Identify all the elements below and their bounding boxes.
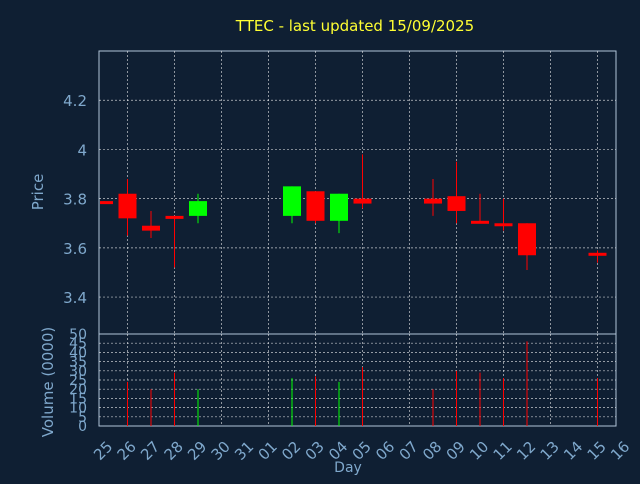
volume-axis-label: Volume (0000) (39, 327, 57, 437)
candle-body (330, 193, 348, 221)
chart-title: TTEC - last updated 15/09/2025 (235, 17, 474, 35)
price-tick-label: 3.8 (63, 191, 87, 209)
price-tick-label: 3.6 (63, 240, 87, 258)
candle-body (588, 252, 607, 256)
x-tick-label: 07 (396, 438, 422, 464)
x-tick-label: 29 (184, 438, 210, 464)
candle-body (447, 196, 466, 211)
candle-body (306, 191, 325, 221)
x-tick-label: 01 (255, 438, 281, 464)
candle-body (518, 223, 536, 256)
price-axis-label: Price (29, 174, 47, 211)
price-y-ticks: 3.4 3.6 3.8 4 4.2 (63, 92, 87, 307)
volume-tick-label: 25 (69, 373, 87, 389)
x-tick-label: 10 (466, 438, 492, 464)
x-tick-label: 06 (372, 438, 398, 464)
volume-tick-label: 40 (69, 345, 87, 361)
candle-body (283, 186, 301, 216)
x-axis-label: Day (334, 460, 362, 476)
candles (100, 154, 607, 271)
candle-body (494, 223, 513, 227)
candle-body (471, 220, 489, 224)
volume-tick-label: 50 (69, 327, 87, 343)
x-tick-label: 27 (137, 438, 163, 464)
candle-body (424, 198, 442, 204)
volume-tick-label: 15 (69, 391, 87, 407)
candle-body (118, 193, 137, 219)
x-tick-label: 11 (490, 438, 516, 464)
x-tick-label: 15 (584, 438, 610, 464)
volume-tick-label: 0 (78, 419, 87, 435)
x-tick-label: 02 (278, 438, 304, 464)
volume-tick-label: 35 (69, 355, 87, 371)
price-tick-label: 4.2 (63, 92, 87, 110)
volume-bars (127, 341, 598, 426)
x-tick-label: 16 (607, 438, 633, 464)
x-tick-label: 28 (161, 438, 187, 464)
volume-tick-label: 45 (69, 336, 87, 352)
candle-body (165, 215, 184, 219)
candle-body (142, 225, 160, 231)
x-tick-label: 25 (90, 438, 116, 464)
price-tick-label: 4 (77, 141, 87, 159)
x-tick-label: 09 (443, 438, 469, 464)
price-tick-label: 3.4 (63, 289, 87, 307)
volume-grid (99, 334, 616, 426)
x-tick-label: 13 (537, 438, 563, 464)
x-tick-label: 14 (560, 438, 586, 464)
candle-body (353, 198, 372, 204)
volume-tick-label: 20 (69, 382, 87, 398)
x-tick-label: 30 (208, 438, 234, 464)
x-tick-label: 03 (302, 438, 328, 464)
x-tick-label: 08 (419, 438, 445, 464)
candle-body (189, 201, 207, 216)
price-plot-area (98, 50, 617, 335)
volume-tick-label: 5 (78, 410, 87, 426)
x-tick-label: 31 (231, 438, 257, 464)
candle-body (100, 201, 113, 205)
x-tick-label: 12 (513, 438, 539, 464)
price-panel: 3.4 3.6 3.8 4 4.2 Price (29, 50, 617, 335)
price-grid (99, 51, 616, 334)
x-tick-label: 26 (114, 438, 140, 464)
volume-tick-label: 10 (69, 401, 87, 417)
volume-tick-label: 30 (69, 364, 87, 380)
